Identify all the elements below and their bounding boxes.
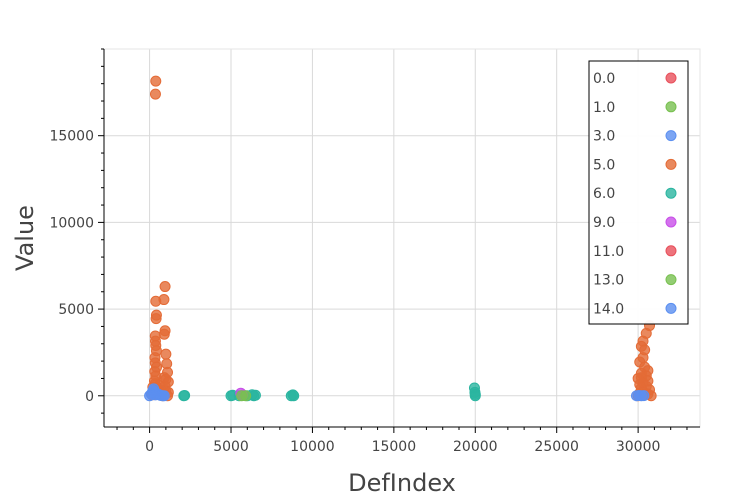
legend-marker[interactable]	[665, 72, 677, 84]
y-axis-title: Value	[11, 205, 39, 271]
x-tick-label: 15000	[372, 439, 417, 455]
legend-marker[interactable]	[665, 130, 677, 142]
x-axis-title: DefIndex	[348, 469, 456, 497]
legend-label[interactable]: 1.0	[593, 100, 615, 116]
data-point	[159, 281, 171, 293]
legend-label[interactable]: 0.0	[593, 71, 615, 87]
legend-marker[interactable]	[665, 187, 677, 199]
legend-marker[interactable]	[665, 216, 677, 228]
x-tick-label: 20000	[453, 439, 498, 455]
data-point	[288, 390, 300, 402]
data-point	[160, 348, 172, 360]
legend-marker[interactable]	[665, 274, 677, 286]
legend[interactable]: 0.0 1.0 3.0 5.0 6.0 9.0 11.0 13.0 14.0	[588, 60, 689, 325]
x-tick-label: 0	[145, 439, 154, 455]
legend-label[interactable]: 13.0	[593, 273, 624, 289]
x-tick-label: 30000	[616, 439, 661, 455]
legend-label[interactable]: 6.0	[593, 186, 615, 202]
legend-label[interactable]: 3.0	[593, 129, 615, 145]
data-point	[240, 390, 252, 402]
legend-marker[interactable]	[665, 158, 677, 170]
y-tick-label: 5000	[58, 302, 94, 318]
legend-label[interactable]: 5.0	[593, 157, 615, 173]
data-point	[150, 75, 162, 87]
legend-label[interactable]: 14.0	[593, 301, 624, 317]
data-point	[158, 328, 170, 340]
x-tick-label: 10000	[290, 439, 335, 455]
legend-marker[interactable]	[665, 302, 677, 314]
legend-marker[interactable]	[665, 101, 677, 113]
data-point	[638, 390, 650, 402]
data-point	[158, 390, 170, 402]
x-tick-label: 25000	[534, 439, 579, 455]
x-tick-label: 5000	[213, 439, 249, 455]
data-points	[144, 75, 657, 402]
data-point	[249, 389, 261, 401]
data-point	[150, 313, 162, 325]
y-tick-label: 15000	[49, 129, 94, 145]
legend-marker[interactable]	[665, 245, 677, 257]
data-point	[149, 389, 161, 401]
data-point	[149, 88, 161, 100]
y-tick-label: 0	[85, 389, 94, 405]
legend-label[interactable]: 9.0	[593, 215, 615, 231]
data-point	[179, 389, 191, 401]
y-tick-label: 10000	[49, 215, 94, 231]
axes: 0 5000 10000 15000 20000 25000 30000 0 5000 10000…	[49, 48, 700, 455]
data-point	[150, 295, 162, 307]
data-point	[469, 390, 481, 402]
legend-label[interactable]: 11.0	[593, 244, 624, 260]
